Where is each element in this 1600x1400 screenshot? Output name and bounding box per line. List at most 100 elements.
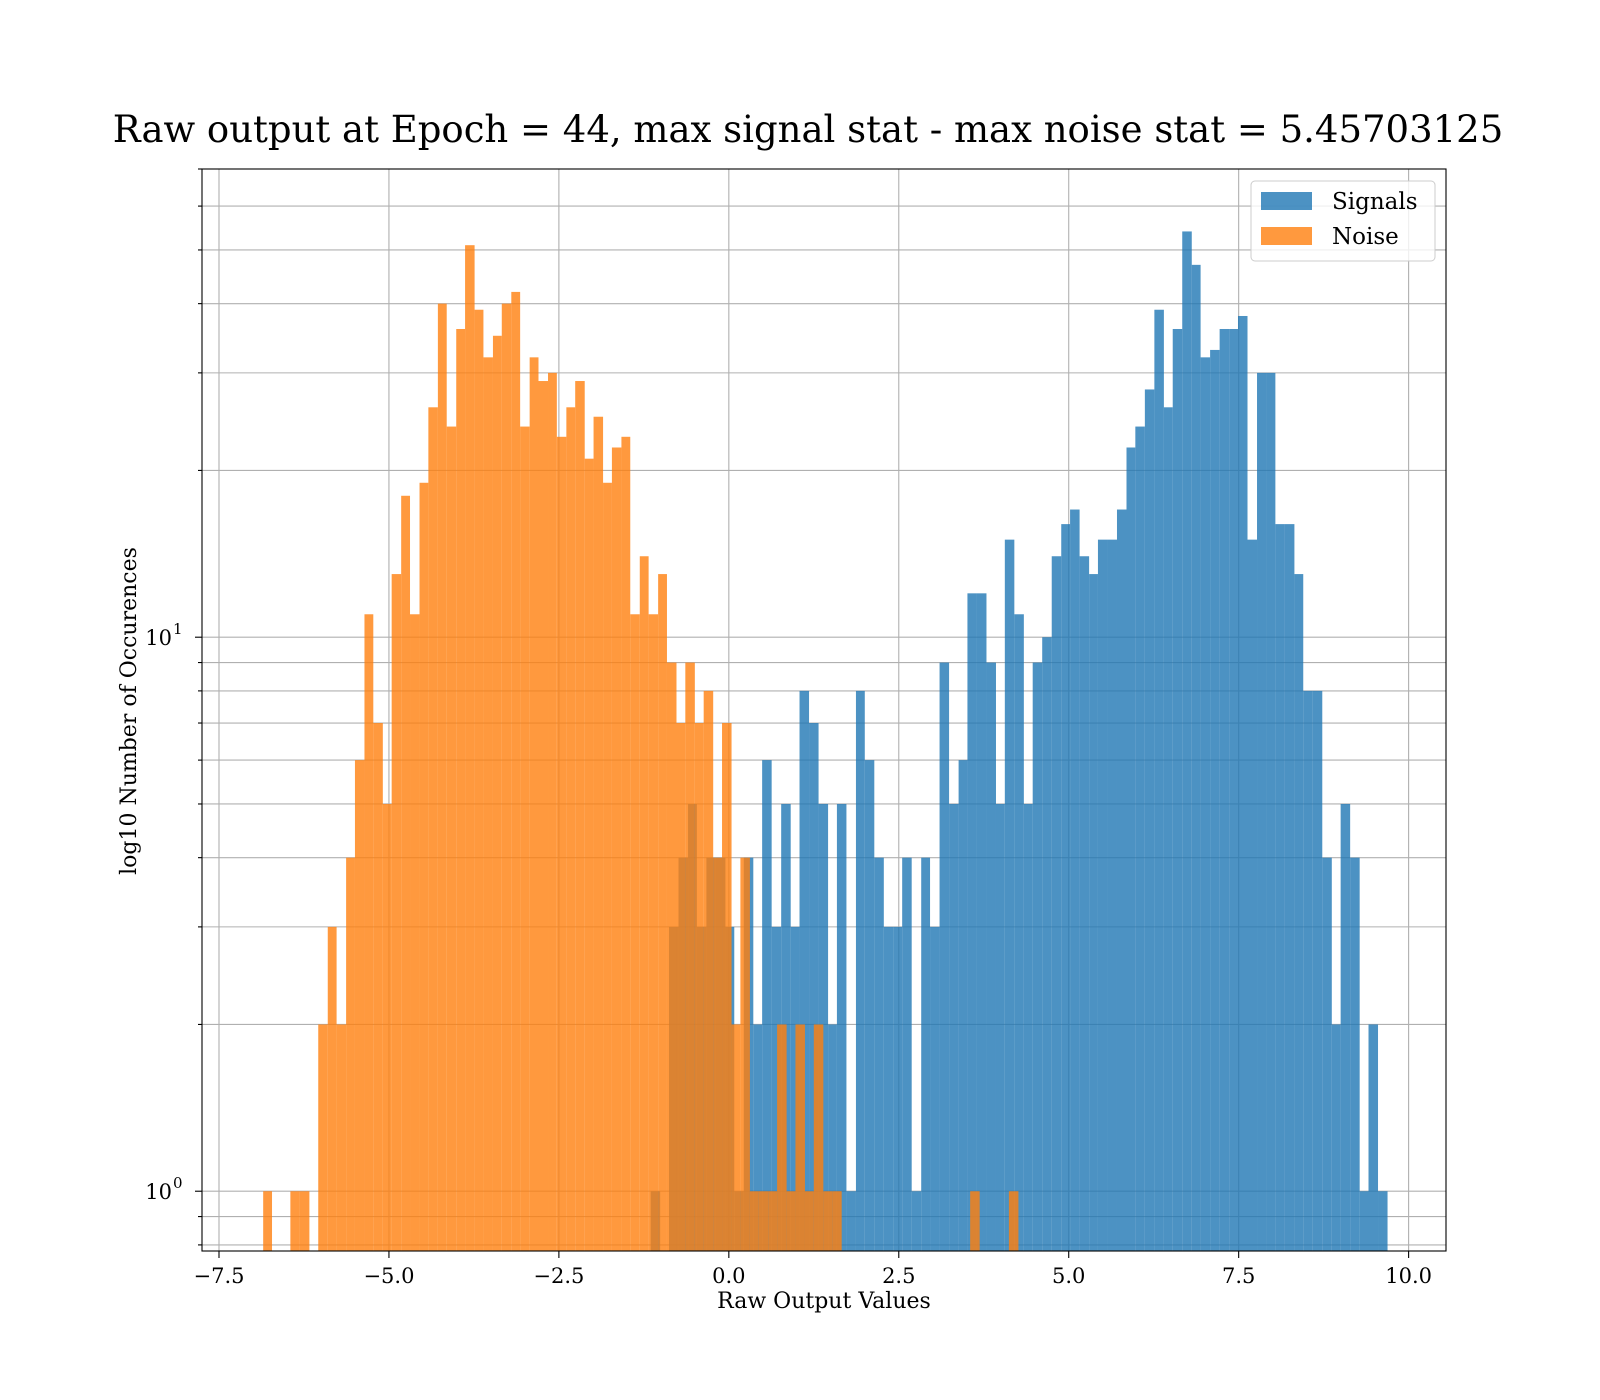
signals-bar (1182, 231, 1192, 1251)
signals-bar (986, 662, 996, 1251)
noise-bar (419, 482, 429, 1252)
signals-bar (1331, 1024, 1341, 1251)
noise-bar (703, 690, 714, 1251)
noise-bar (529, 357, 539, 1251)
signals-bar (1350, 857, 1360, 1251)
signals-bar (1257, 372, 1267, 1251)
x-tick-label: −2.5 (533, 1264, 584, 1288)
signals-bar (1154, 309, 1164, 1251)
noise-bar (410, 614, 420, 1251)
signals-bar (1061, 524, 1071, 1251)
noise-bar (777, 1024, 787, 1251)
legend: Signals Noise (1250, 180, 1436, 262)
signals-bar (1368, 1024, 1379, 1251)
noise-bar (676, 723, 686, 1251)
signals-bar (1294, 574, 1304, 1251)
x-tick-label: 0.0 (712, 1264, 745, 1288)
signals-bar (1266, 372, 1276, 1251)
signals-bar (1210, 349, 1220, 1252)
signals-bar (1097, 539, 1108, 1251)
plot-frame (201, 168, 1447, 1252)
noise-bar (474, 309, 484, 1251)
signals-bar (1247, 539, 1258, 1251)
noise-bar (758, 1191, 769, 1251)
noise-bar (795, 1024, 805, 1251)
noise-bar (290, 1191, 300, 1251)
noise-bar (548, 372, 557, 1251)
series-signals (650, 231, 1388, 1252)
noise-bar (1008, 1191, 1019, 1251)
x-tick-label: 2.5 (882, 1264, 915, 1288)
noise-bar (437, 303, 447, 1251)
bars (263, 231, 1388, 1252)
signals-bar (1219, 328, 1230, 1252)
signals-bar (1378, 1191, 1388, 1251)
signals-bar (930, 926, 940, 1251)
noise-bar (658, 574, 667, 1251)
y-tick-label: 10 (145, 1180, 172, 1204)
signals-bar (1303, 690, 1313, 1251)
noise-bar (354, 760, 365, 1251)
noise-bar (648, 614, 659, 1251)
signals-bar (1191, 264, 1201, 1251)
signals-bar (958, 760, 968, 1251)
noise-bar (373, 723, 383, 1251)
x-tick-label: −5.0 (363, 1264, 414, 1288)
signals-bar (1172, 328, 1183, 1252)
signals-bar (1359, 1191, 1369, 1251)
signals-bar (1014, 614, 1024, 1251)
signals-bar (1116, 509, 1127, 1251)
signals-bar (939, 662, 950, 1251)
noise-bar (823, 1191, 833, 1251)
signals-bar (864, 760, 875, 1251)
x-axis: −7.5 −5.0 −2.5 0.0 2.5 5.0 7.5 10.0 (193, 1251, 1432, 1288)
signals-bar (828, 1024, 837, 1251)
signals-bar (1340, 803, 1351, 1251)
noise-bar (804, 1191, 814, 1251)
noise-bar (428, 407, 438, 1252)
series-noise (263, 245, 1019, 1252)
noise-bar (731, 1024, 741, 1251)
signals-bar (1079, 556, 1090, 1251)
noise-bar (621, 436, 631, 1251)
signals-bar (836, 803, 847, 1251)
signals-bar (1237, 315, 1248, 1251)
y-tick-exponent: 1 (173, 620, 183, 638)
signals-bar (762, 760, 772, 1251)
noise-bar (603, 482, 612, 1252)
signals-bar (1107, 539, 1117, 1251)
signals-bar (1004, 539, 1015, 1251)
signals-bar (1042, 637, 1052, 1251)
noise-bar (446, 426, 457, 1251)
noise-bar (382, 803, 392, 1251)
noise-bar (722, 723, 732, 1251)
chart-title: Raw output at Epoch = 44, max signal sta… (113, 108, 1504, 151)
noise-bar (639, 556, 649, 1251)
noise-bar (556, 436, 567, 1251)
noise-bar (483, 357, 493, 1251)
noise-bar (685, 662, 695, 1251)
noise-bar (299, 1191, 310, 1251)
legend-swatch-noise (1261, 227, 1312, 245)
noise-bar (263, 1191, 273, 1251)
signals-bar (1144, 389, 1155, 1251)
signals-bar (1126, 447, 1136, 1251)
signals-bar (1089, 574, 1098, 1251)
signals-bar (893, 926, 903, 1251)
noise-bar (346, 857, 355, 1251)
noise-bar (318, 1024, 328, 1251)
signals-bar (976, 593, 987, 1251)
signals-bar (1070, 509, 1080, 1251)
signals-bar (1051, 556, 1062, 1251)
signals-bar (1032, 662, 1043, 1251)
legend-label-noise: Noise (1332, 224, 1399, 250)
signals-bar (809, 723, 819, 1251)
signals-bar (799, 690, 810, 1251)
noise-bar (832, 1191, 842, 1251)
x-tick-label: 5.0 (1052, 1264, 1085, 1288)
noise-bar (630, 614, 640, 1251)
x-tick-label: 10.0 (1385, 1264, 1432, 1288)
noise-bar (593, 416, 604, 1251)
noise-bar (336, 1024, 347, 1251)
